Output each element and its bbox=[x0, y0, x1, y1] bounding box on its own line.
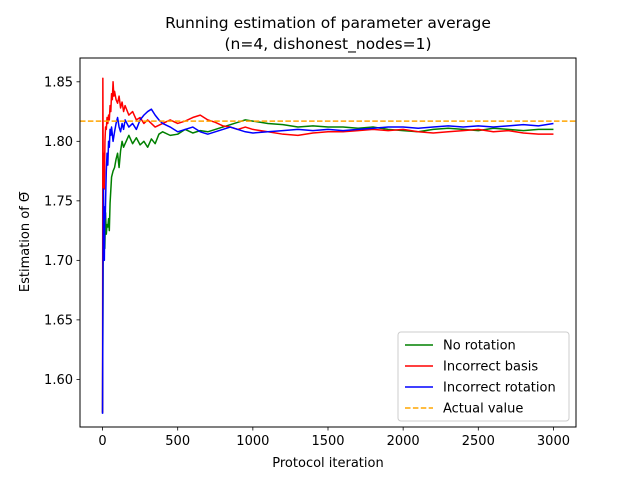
series-line-2 bbox=[101, 77, 554, 413]
x-tick-label: 2000 bbox=[387, 434, 420, 449]
x-axis-label: Protocol iteration bbox=[272, 456, 383, 471]
y-tick-label: 1.65 bbox=[44, 313, 73, 328]
x-tick-label: 1500 bbox=[311, 434, 344, 449]
chart-subtitle: (n=4, dishonest_nodes=1) bbox=[224, 35, 431, 54]
legend-label-2: Incorrect basis bbox=[443, 360, 538, 375]
y-tick-label: 1.60 bbox=[44, 373, 73, 388]
legend-box bbox=[397, 331, 570, 422]
series-layer bbox=[80, 77, 576, 414]
y-axis-label: Estimation of Θ̅ bbox=[18, 191, 33, 292]
chart-title: Running estimation of parameter average bbox=[165, 14, 491, 32]
x-axis: 0 500 1000 1500 2000 2500 3000 bbox=[98, 427, 570, 449]
legend-label-1: No rotation bbox=[443, 339, 516, 354]
legend-label-3: Incorrect rotation bbox=[443, 381, 556, 396]
series-line-3 bbox=[101, 108, 554, 414]
x-tick-label: 3000 bbox=[537, 434, 570, 449]
legend: No rotation Incorrect basis Incorrect rota… bbox=[397, 331, 570, 422]
y-tick-label: 1.80 bbox=[44, 135, 73, 150]
legend-label-4: Actual value bbox=[443, 402, 523, 417]
x-tick-label: 2500 bbox=[462, 434, 495, 449]
x-tick-label: 1000 bbox=[236, 434, 269, 449]
y-tick-label: 1.70 bbox=[44, 254, 73, 269]
y-tick-label: 1.85 bbox=[44, 75, 73, 90]
y-axis: 1.60 1.65 1.70 1.75 1.80 1.85 bbox=[44, 75, 80, 388]
x-tick-label: 500 bbox=[165, 434, 190, 449]
y-tick-label: 1.75 bbox=[44, 194, 73, 209]
x-tick-label: 0 bbox=[98, 434, 106, 449]
